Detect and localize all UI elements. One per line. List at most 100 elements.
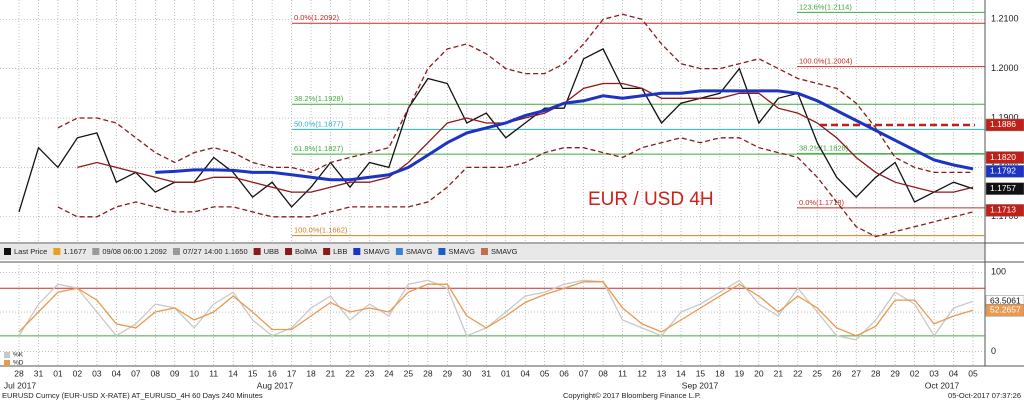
legend-swatch xyxy=(395,248,403,255)
legend-swatch xyxy=(92,248,100,255)
legend-swatch xyxy=(353,248,361,255)
x-tick-label: 31 xyxy=(34,368,44,378)
x-tick-label: 23 xyxy=(365,368,375,378)
series-line xyxy=(155,89,974,182)
x-tick-label: 30 xyxy=(462,368,472,378)
x-tick-label: 07 xyxy=(579,368,589,378)
legend-swatch xyxy=(323,248,331,255)
month-label: Aug 2017 xyxy=(257,380,294,390)
legend-label: 1.1677 xyxy=(63,247,86,256)
legend-label: SMAVG xyxy=(448,247,475,256)
legend-label: SMAVG xyxy=(363,247,390,256)
legend-label: BolMA xyxy=(295,247,317,256)
legend-label: LBB xyxy=(333,247,347,256)
x-tick-label: 29 xyxy=(443,368,453,378)
x-tick-label: 11 xyxy=(618,368,627,378)
x-tick-label: 06 xyxy=(559,368,569,378)
x-tick-label: 13 xyxy=(657,368,667,378)
legend-label: UBB xyxy=(264,247,279,256)
price-tag-label: 1.1886 xyxy=(990,119,1016,129)
legend-swatch xyxy=(53,248,61,255)
legend-swatch xyxy=(4,360,10,366)
x-tick-label: 08 xyxy=(151,368,161,378)
price-tag xyxy=(985,182,1024,195)
footer-center: Copyright© 2017 Bloomberg Finance L.P. xyxy=(563,391,701,400)
x-tick-label: 14 xyxy=(228,368,238,378)
x-tick-label: 31 xyxy=(482,368,492,378)
fibo-label: 38.2%(1.1928) xyxy=(294,94,344,103)
legend-swatch xyxy=(4,248,11,255)
y-tick-label: 1.2100 xyxy=(991,14,1019,24)
x-tick-label: 20 xyxy=(754,368,764,378)
x-tick-label: 28 xyxy=(871,368,881,378)
legend-swatch xyxy=(4,352,10,358)
x-tick-label: 14 xyxy=(676,368,686,378)
x-tick-label: 16 xyxy=(267,368,277,378)
x-tick-label: 02 xyxy=(910,368,920,378)
x-tick-label: 24 xyxy=(384,368,394,378)
fibo-label: 38.2%(1.1828) xyxy=(799,144,849,153)
price-tag xyxy=(985,303,1024,317)
x-tick-label: 04 xyxy=(520,368,530,378)
footer-left: EURUSD Curncy (EUR-USD X-RATE) AT_EURUSD… xyxy=(2,391,263,400)
price-tag-label: 52.2657 xyxy=(990,304,1021,314)
price-tag-label: 1.1713 xyxy=(990,205,1016,215)
x-tick-label: 05 xyxy=(540,368,550,378)
month-label: Jul 2017 xyxy=(4,380,36,390)
x-tick-label: 17 xyxy=(287,368,297,378)
x-tick-label: 28 xyxy=(14,368,24,378)
y-tick-label: 0 xyxy=(991,346,996,356)
y-tick-label: 100 xyxy=(991,267,1006,277)
price-tag xyxy=(985,118,1024,132)
legend-swatch xyxy=(253,248,261,255)
price-tag xyxy=(985,151,1024,164)
x-tick-label: 04 xyxy=(112,368,122,378)
legend-label: 07/27 14:00 1.1650 xyxy=(183,247,248,256)
legend-label: %K xyxy=(13,352,24,359)
fibo-label: 50.0%(1.1877) xyxy=(294,119,344,128)
series-line xyxy=(18,279,974,341)
legend-swatch xyxy=(480,248,488,255)
x-tick-label: 01 xyxy=(501,368,511,378)
x-tick-label: 03 xyxy=(92,368,102,378)
x-tick-label: 25 xyxy=(404,368,414,378)
price-tag-label: 1.1820 xyxy=(990,152,1016,162)
price-tag-label: 63.5061 xyxy=(990,296,1021,306)
legend-label: %D xyxy=(13,360,24,367)
x-tick-label: 08 xyxy=(598,368,608,378)
footer-right: 05-Oct-2017 07:37:26 xyxy=(948,391,1021,400)
x-tick-label: 22 xyxy=(793,368,803,378)
price-tag xyxy=(985,204,1024,217)
x-tick-label: 27 xyxy=(851,368,861,378)
x-tick-label: 28 xyxy=(423,368,433,378)
x-tick-label: 21 xyxy=(326,368,336,378)
legend-label: SMAVG xyxy=(406,247,433,256)
fibo-label: 100.0%(1.1662) xyxy=(294,226,348,235)
legend-label: SMAVG xyxy=(491,247,518,256)
series-line xyxy=(77,82,974,193)
x-tick-label: 18 xyxy=(306,368,316,378)
x-tick-label: 04 xyxy=(949,368,959,378)
legend-swatch xyxy=(438,248,446,255)
x-tick-label: 03 xyxy=(929,368,939,378)
x-tick-label: 21 xyxy=(774,368,784,378)
x-tick-label: 26 xyxy=(832,368,842,378)
fibo-label: 0.0%(1.1718) xyxy=(799,198,845,207)
x-tick-label: 22 xyxy=(345,368,355,378)
legend-label: Last Price xyxy=(14,247,47,256)
x-tick-label: 11 xyxy=(209,368,218,378)
x-tick-label: 15 xyxy=(696,368,706,378)
legend-swatch xyxy=(172,248,180,255)
x-tick-label: 09 xyxy=(170,368,180,378)
x-tick-label: 05 xyxy=(968,368,978,378)
x-tick-label: 29 xyxy=(890,368,900,378)
legend-label: 09/08 06:00 1.2092 xyxy=(102,247,167,256)
x-tick-label: 18 xyxy=(715,368,725,378)
series-line xyxy=(57,137,974,238)
x-tick-label: 01 xyxy=(53,368,63,378)
price-tag-label: 1.1757 xyxy=(990,183,1016,193)
fibo-label: 100.0%(1.2004) xyxy=(799,57,853,66)
x-tick-label: 07 xyxy=(131,368,141,378)
